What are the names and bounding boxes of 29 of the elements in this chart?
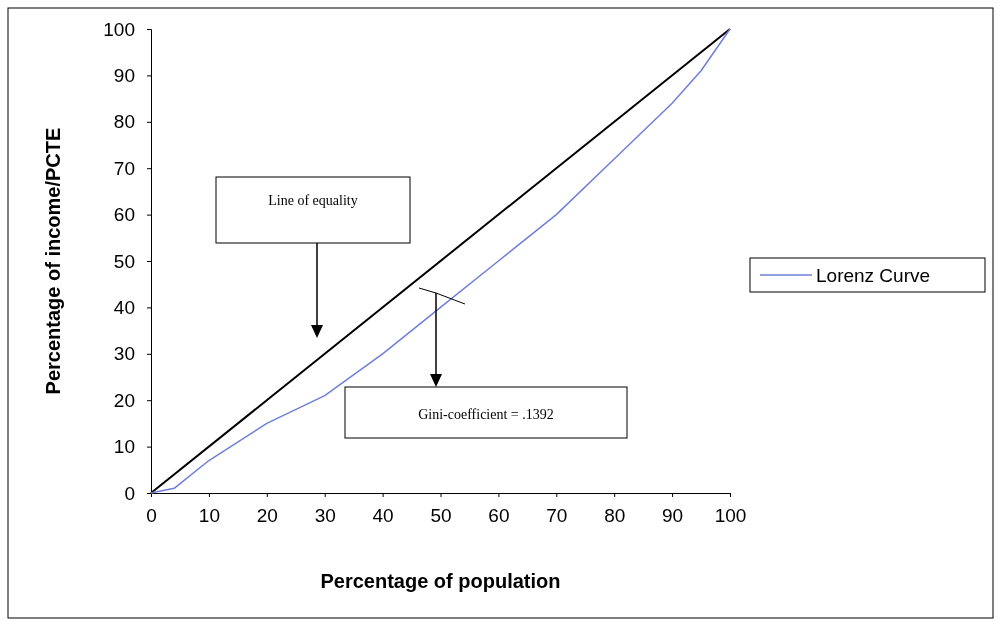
- y-tick-label: 10: [113, 436, 135, 458]
- x-tick-label: 60: [488, 505, 510, 527]
- x-tick-label: 10: [198, 505, 220, 527]
- note-box: Line of equality: [215, 176, 411, 244]
- y-tick-label: 90: [113, 64, 135, 86]
- y-axis-title: Percentage of income/PCTE: [42, 127, 64, 395]
- y-tick-label: 100: [103, 18, 135, 40]
- y-tick-label: 80: [113, 111, 135, 133]
- x-tick-label: 90: [662, 505, 684, 527]
- annotation: Gini-coefficient = .1392: [418, 407, 554, 422]
- y-tick-label: 50: [113, 250, 135, 272]
- x-tick-label: 20: [256, 505, 278, 527]
- y-tick-label: 70: [113, 157, 135, 179]
- y-tick-label: 30: [113, 343, 135, 365]
- x-tick-label: 0: [146, 505, 157, 527]
- annotation: Line of equality: [268, 193, 358, 208]
- x-axis-title: Percentage of population: [320, 570, 561, 592]
- x-tick-label: 40: [372, 505, 394, 527]
- y-tick-label: 60: [113, 204, 135, 226]
- y-tick-label: 20: [113, 389, 135, 411]
- note-box: Gini-coefficient = .1392: [344, 386, 628, 439]
- x-tick-label: 70: [546, 505, 568, 527]
- x-tick-label: 30: [314, 505, 336, 527]
- x-tick-label: 100: [714, 505, 747, 527]
- legend-label: Lorenz Curve: [816, 265, 931, 286]
- x-tick-label: 80: [604, 505, 626, 527]
- y-tick-label: 40: [113, 296, 135, 318]
- x-tick-label: 50: [430, 505, 452, 527]
- y-tick-label: 0: [124, 482, 135, 504]
